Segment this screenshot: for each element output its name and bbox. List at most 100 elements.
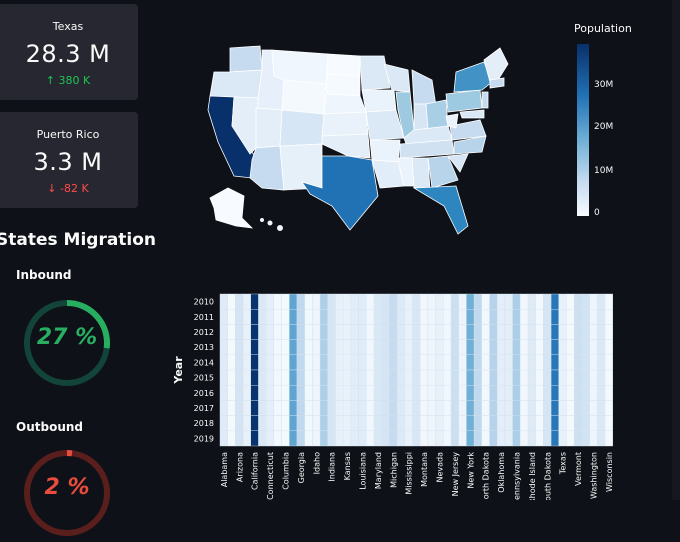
heatmap-cell[interactable] bbox=[597, 430, 606, 447]
heatmap-cell[interactable] bbox=[227, 354, 236, 371]
heatmap-cell[interactable] bbox=[504, 324, 513, 340]
heatmap-cell[interactable] bbox=[435, 384, 444, 401]
heatmap-cell[interactable] bbox=[597, 293, 606, 310]
heatmap-cell[interactable] bbox=[512, 415, 521, 431]
heatmap-cell[interactable] bbox=[489, 309, 498, 325]
heatmap-cell[interactable] bbox=[581, 324, 590, 340]
heatmap-cell[interactable] bbox=[466, 384, 475, 401]
heatmap-cell[interactable] bbox=[420, 354, 429, 371]
heatmap-cell[interactable] bbox=[604, 430, 613, 447]
heatmap-cell[interactable] bbox=[489, 369, 498, 386]
heatmap-cell[interactable] bbox=[312, 293, 321, 310]
heatmap-cell[interactable] bbox=[381, 339, 390, 355]
heatmap-cell[interactable] bbox=[381, 309, 390, 325]
heatmap-cell[interactable] bbox=[296, 324, 305, 340]
heatmap-cell[interactable] bbox=[527, 309, 536, 325]
heatmap-cell[interactable] bbox=[389, 400, 398, 416]
heatmap-cell[interactable] bbox=[250, 369, 259, 386]
heatmap-cell[interactable] bbox=[219, 293, 228, 310]
heatmap-cell[interactable] bbox=[481, 339, 490, 355]
heatmap-cell[interactable] bbox=[604, 354, 613, 371]
heatmap-cell[interactable] bbox=[389, 309, 398, 325]
heatmap-cell[interactable] bbox=[312, 354, 321, 371]
heatmap-cell[interactable] bbox=[273, 354, 282, 371]
heatmap-cell[interactable] bbox=[450, 369, 459, 386]
heatmap-cell[interactable] bbox=[450, 293, 459, 310]
heatmap-cell[interactable] bbox=[504, 384, 513, 401]
heatmap-cell[interactable] bbox=[520, 339, 529, 355]
heatmap-cell[interactable] bbox=[373, 400, 382, 416]
heatmap-cell[interactable] bbox=[520, 309, 529, 325]
heatmap-cell[interactable] bbox=[550, 384, 560, 401]
heatmap-cell[interactable] bbox=[366, 309, 375, 325]
heatmap-cell[interactable] bbox=[273, 309, 282, 325]
heatmap-cell[interactable] bbox=[481, 309, 490, 325]
heatmap-cell[interactable] bbox=[250, 400, 259, 416]
heatmap-cell[interactable] bbox=[235, 324, 244, 340]
heatmap-cell[interactable] bbox=[250, 430, 259, 447]
heatmap-cell[interactable] bbox=[335, 400, 344, 416]
heatmap-cell[interactable] bbox=[535, 415, 544, 431]
heatmap-cell[interactable] bbox=[450, 415, 459, 431]
heatmap-cell[interactable] bbox=[358, 430, 367, 447]
heatmap-cell[interactable] bbox=[597, 309, 606, 325]
heatmap-cell[interactable] bbox=[427, 369, 436, 386]
heatmap-cell[interactable] bbox=[258, 369, 267, 386]
heatmap-cell[interactable] bbox=[265, 400, 275, 416]
heatmap-cell[interactable] bbox=[396, 384, 406, 401]
heatmap-cell[interactable] bbox=[574, 339, 583, 355]
heatmap-cell[interactable] bbox=[366, 369, 375, 386]
heatmap-cell[interactable] bbox=[227, 369, 236, 386]
heatmap-cell[interactable] bbox=[581, 415, 590, 431]
heatmap-cell[interactable] bbox=[589, 415, 598, 431]
heatmap-cell[interactable] bbox=[327, 324, 336, 340]
heatmap-cell[interactable] bbox=[497, 369, 506, 386]
heatmap-cell[interactable] bbox=[250, 415, 259, 431]
heatmap-cell[interactable] bbox=[420, 384, 429, 401]
heatmap-cell[interactable] bbox=[420, 309, 429, 325]
heatmap-cell[interactable] bbox=[581, 354, 590, 371]
heatmap-cell[interactable] bbox=[389, 293, 398, 310]
heatmap-cell[interactable] bbox=[520, 400, 529, 416]
heatmap-cell[interactable] bbox=[227, 309, 236, 325]
heatmap-cell[interactable] bbox=[504, 415, 513, 431]
heatmap-cell[interactable] bbox=[550, 415, 560, 431]
heatmap-cell[interactable] bbox=[296, 309, 305, 325]
heatmap-cell[interactable] bbox=[227, 339, 236, 355]
heatmap-cell[interactable] bbox=[235, 400, 244, 416]
heatmap-cell[interactable] bbox=[574, 309, 583, 325]
heatmap-cell[interactable] bbox=[273, 384, 282, 401]
heatmap-cell[interactable] bbox=[342, 339, 352, 355]
heatmap-cell[interactable] bbox=[412, 430, 421, 447]
heatmap-cell[interactable] bbox=[412, 324, 421, 340]
heatmap-cell[interactable] bbox=[404, 400, 413, 416]
heatmap-cell[interactable] bbox=[265, 430, 275, 447]
heatmap-cell[interactable] bbox=[497, 430, 506, 447]
heatmap-cell[interactable] bbox=[396, 430, 406, 447]
heatmap-cell[interactable] bbox=[219, 354, 228, 371]
heatmap-cell[interactable] bbox=[427, 293, 436, 310]
heatmap-cell[interactable] bbox=[443, 339, 452, 355]
heatmap-cell[interactable] bbox=[319, 369, 329, 386]
heatmap-cell[interactable] bbox=[412, 384, 421, 401]
heatmap-cell[interactable] bbox=[550, 430, 560, 447]
heatmap-cell[interactable] bbox=[235, 339, 244, 355]
heatmap-cell[interactable] bbox=[450, 309, 459, 325]
heatmap-cell[interactable] bbox=[527, 369, 536, 386]
heatmap-cell[interactable] bbox=[242, 354, 251, 371]
heatmap-cell[interactable] bbox=[581, 293, 590, 310]
heatmap-cell[interactable] bbox=[312, 415, 321, 431]
heatmap-cell[interactable] bbox=[466, 369, 475, 386]
heatmap-cell[interactable] bbox=[273, 339, 282, 355]
heatmap-cell[interactable] bbox=[581, 369, 590, 386]
heatmap-cell[interactable] bbox=[604, 339, 613, 355]
heatmap-cell[interactable] bbox=[543, 324, 552, 340]
heatmap-cell[interactable] bbox=[581, 384, 590, 401]
heatmap-cell[interactable] bbox=[327, 400, 336, 416]
heatmap-cell[interactable] bbox=[420, 400, 429, 416]
heatmap-cell[interactable] bbox=[373, 309, 382, 325]
heatmap-cell[interactable] bbox=[227, 384, 236, 401]
heatmap-cell[interactable] bbox=[427, 339, 436, 355]
heatmap-cell[interactable] bbox=[219, 430, 228, 447]
heatmap-cell[interactable] bbox=[597, 384, 606, 401]
